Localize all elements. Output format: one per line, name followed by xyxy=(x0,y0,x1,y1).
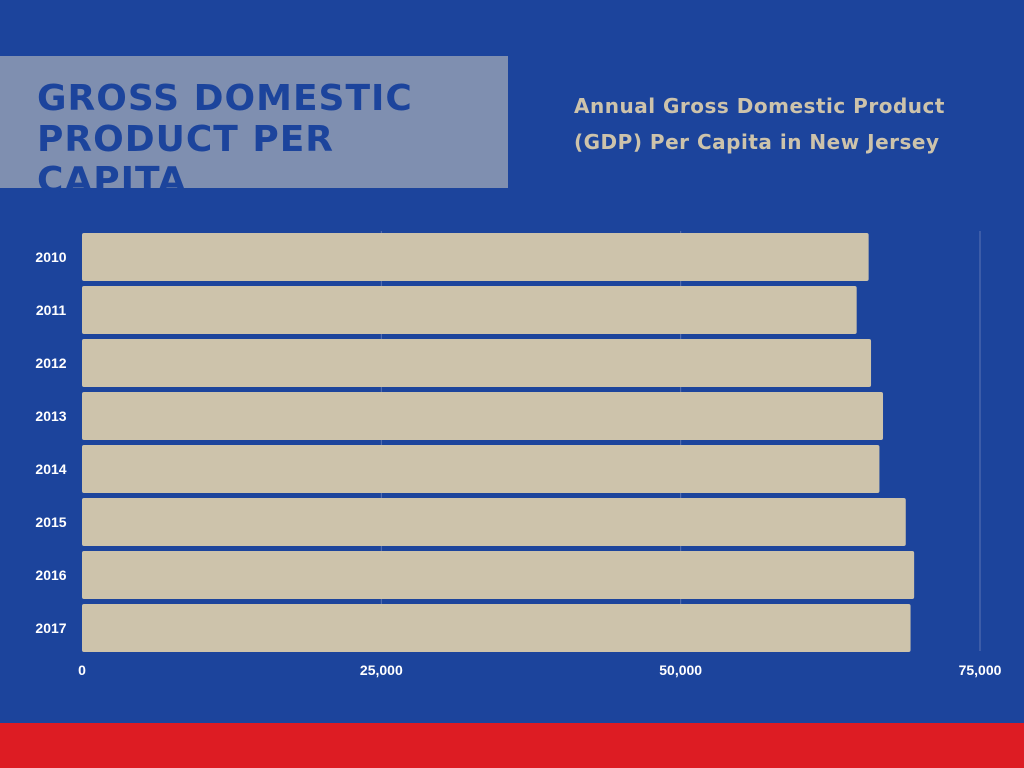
y-tick-label-2014: 2014 xyxy=(35,461,66,477)
bar-2011 xyxy=(82,286,857,334)
bar-chart: 2010 2011 2012 2013 2014 2015 2016 2017 0 25,000 5… xyxy=(35,231,1002,678)
bar-2015 xyxy=(82,498,906,546)
bar-2014 xyxy=(82,445,880,493)
title-box: GROSS DOMESTIC PRODUCT PER CAPITA xyxy=(0,56,508,201)
x-tick-label-1: 25,000 xyxy=(360,662,403,678)
chart-title: GROSS DOMESTIC PRODUCT PER CAPITA xyxy=(37,78,413,201)
x-tick-label-0: 0 xyxy=(78,662,86,678)
x-tick-label-2: 50,000 xyxy=(659,662,702,678)
bar-2013 xyxy=(82,392,884,440)
bar-2017 xyxy=(82,604,911,652)
y-tick-label-2012: 2012 xyxy=(35,355,66,371)
footer-bar xyxy=(0,723,1024,768)
bar-2010 xyxy=(82,233,869,281)
y-tick-label-2017: 2017 xyxy=(35,620,66,636)
y-tick-label-2016: 2016 xyxy=(35,567,66,583)
chart-subtitle: Annual Gross Domestic Product (GDP) Per … xyxy=(574,94,945,154)
x-tick-label-3: 75,000 xyxy=(959,662,1002,678)
bar-2012 xyxy=(82,339,872,387)
y-tick-label-2010: 2010 xyxy=(35,249,66,265)
bar-2016 xyxy=(82,551,915,599)
y-tick-label-2013: 2013 xyxy=(35,408,66,424)
y-tick-label-2011: 2011 xyxy=(36,302,67,318)
y-tick-label-2015: 2015 xyxy=(35,514,66,530)
